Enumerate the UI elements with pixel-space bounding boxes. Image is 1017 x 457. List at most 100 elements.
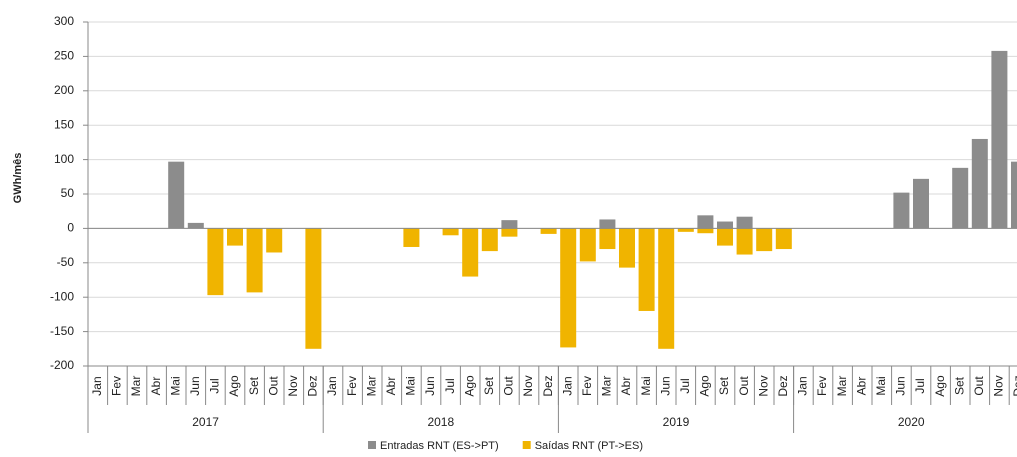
- x-tick-label: Dez: [1011, 375, 1017, 396]
- bar: [971, 138, 988, 229]
- bar: [168, 161, 185, 229]
- bar: [540, 228, 557, 234]
- x-tick-label: Mar: [835, 376, 849, 397]
- legend-label: Entradas RNT (ES->PT): [380, 440, 499, 452]
- bar: [501, 220, 518, 229]
- x-tick-label: Jul: [913, 378, 927, 393]
- bar: [677, 228, 694, 232]
- x-tick-label: Abr: [619, 377, 633, 396]
- y-tick-label: -50: [57, 255, 75, 269]
- bar: [952, 167, 969, 229]
- x-tick-label: Ago: [227, 375, 241, 397]
- bar: [991, 50, 1008, 229]
- year-label: 2019: [663, 415, 690, 429]
- y-tick-label: 0: [67, 221, 74, 235]
- bar: [717, 221, 733, 229]
- bar: [913, 178, 929, 229]
- y-tick-label: 50: [61, 186, 75, 200]
- bar: [599, 219, 616, 229]
- legend-swatch: [368, 441, 376, 449]
- y-tick-label: 100: [54, 152, 74, 166]
- bar: [658, 228, 675, 349]
- x-tick-label: Jul: [208, 378, 222, 393]
- x-tick-label: Out: [737, 376, 751, 396]
- x-tick-label: Ago: [933, 375, 947, 397]
- legend-swatch: [522, 441, 531, 449]
- bar: [442, 228, 459, 236]
- x-tick-label: Jul: [678, 378, 692, 393]
- bar: [560, 228, 577, 348]
- bar: [619, 228, 635, 268]
- bar: [1011, 161, 1017, 229]
- x-tick-label: Fev: [580, 376, 594, 396]
- x-tick-label: Nov: [992, 375, 1006, 396]
- x-tick-label: Nov: [756, 375, 770, 396]
- y-axis-label: GWh/mês: [12, 153, 24, 204]
- bar: [736, 228, 753, 255]
- bar: [756, 228, 773, 252]
- x-tick-label: Mai: [404, 376, 418, 395]
- bar: [462, 228, 479, 277]
- x-tick-label: Mai: [874, 376, 888, 395]
- x-tick-label: Jun: [658, 376, 672, 395]
- bar: [207, 228, 224, 296]
- x-tick-label: Jan: [560, 376, 574, 395]
- y-tick-label: -100: [50, 289, 74, 303]
- bar: [579, 228, 596, 262]
- x-tick-label: Jan: [796, 376, 810, 395]
- x-tick-label: Mar: [600, 376, 614, 397]
- x-tick-label: Jan: [90, 376, 104, 395]
- bar: [697, 215, 714, 229]
- bar: [187, 222, 204, 229]
- bar: [403, 228, 420, 247]
- x-tick-label: Mai: [639, 376, 653, 395]
- x-tick-label: Out: [266, 376, 280, 396]
- bar: [893, 192, 910, 229]
- x-tick-label: Out: [502, 376, 516, 396]
- x-tick-label: Set: [952, 376, 966, 395]
- x-tick-label: Jan: [325, 376, 339, 395]
- bar: [599, 228, 616, 250]
- y-tick-label: 150: [54, 117, 74, 131]
- x-tick-label: Abr: [854, 377, 868, 396]
- x-tick-label: Jun: [423, 376, 437, 395]
- x-tick-label: Jun: [894, 376, 908, 395]
- y-tick-label: 300: [54, 14, 74, 28]
- legend-label: Saídas RNT (PT->ES): [535, 440, 643, 452]
- x-tick-label: Dez: [776, 375, 790, 396]
- x-tick-label: Nov: [521, 375, 535, 396]
- bar: [227, 228, 243, 246]
- x-tick-label: Set: [247, 376, 261, 395]
- y-tick-label: 200: [54, 83, 74, 97]
- x-tick-label: Jul: [443, 378, 457, 393]
- x-tick-label: Ago: [698, 375, 712, 397]
- bar: [717, 228, 733, 246]
- x-tick-label: Jun: [188, 376, 202, 395]
- year-label: 2017: [192, 415, 219, 429]
- x-tick-label: Mar: [364, 376, 378, 397]
- year-label: 2020: [898, 415, 925, 429]
- x-tick-label: Dez: [306, 375, 320, 396]
- bar: [266, 228, 283, 253]
- x-tick-label: Fev: [345, 376, 359, 396]
- x-tick-label: Abr: [149, 377, 163, 396]
- bar: [697, 228, 714, 234]
- x-tick-label: Fev: [110, 376, 124, 396]
- x-tick-label: Fev: [815, 376, 829, 396]
- x-tick-label: Abr: [384, 377, 398, 396]
- x-tick-label: Set: [482, 376, 496, 395]
- x-tick-label: Set: [717, 376, 731, 395]
- x-tick-label: Nov: [286, 375, 300, 396]
- bar: [305, 228, 322, 349]
- x-tick-label: Ago: [462, 375, 476, 397]
- bar: [246, 228, 263, 293]
- y-tick-label: -200: [50, 358, 74, 372]
- bar: [501, 228, 518, 237]
- year-label: 2018: [427, 415, 454, 429]
- x-tick-label: Out: [972, 376, 986, 396]
- x-tick-label: Dez: [541, 375, 555, 396]
- y-tick-label: 250: [54, 49, 74, 63]
- bar: [775, 228, 792, 250]
- y-tick-label: -150: [50, 324, 74, 338]
